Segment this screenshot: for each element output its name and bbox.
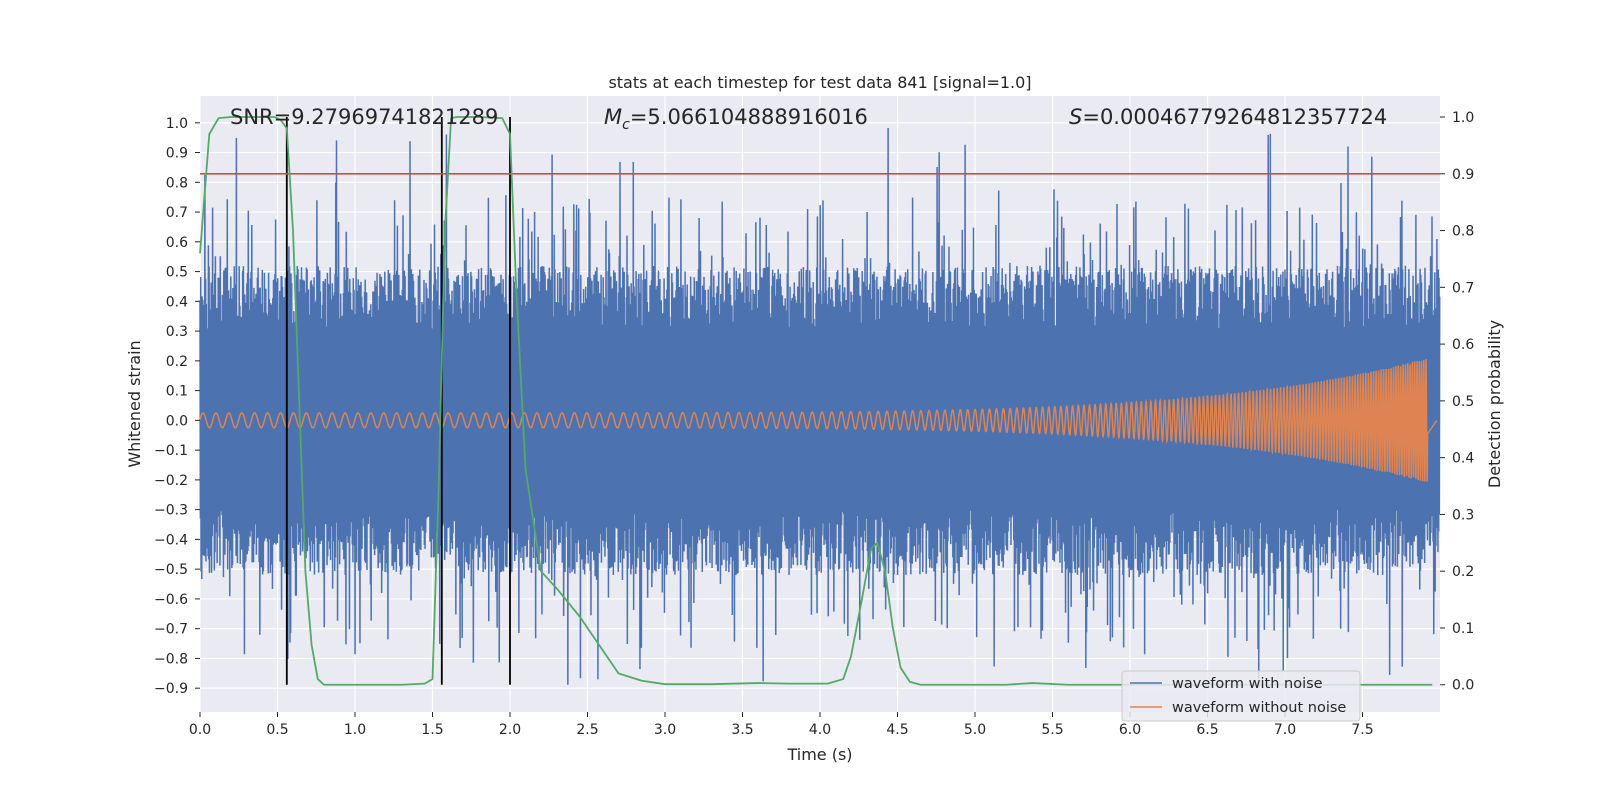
y-tick-label: −0.2 bbox=[154, 473, 188, 489]
probability-line bbox=[199, 116, 1433, 686]
legend-label-noise: waveform with noise bbox=[1172, 676, 1323, 692]
y-tick-label: −0.6 bbox=[154, 592, 188, 608]
chirp-series bbox=[199, 358, 1438, 482]
x-tick-label: 3.0 bbox=[654, 722, 676, 738]
chirp-line bbox=[199, 358, 1438, 482]
legend-box bbox=[1121, 670, 1361, 722]
y-tick-label: 0.6 bbox=[166, 235, 188, 251]
mc-annotation: Mc=5.066104888916016 bbox=[604, 105, 868, 133]
x-tick-label: 1.0 bbox=[344, 722, 366, 738]
y2-tick-label: 0.1 bbox=[1452, 621, 1474, 637]
noise-series bbox=[199, 128, 1441, 685]
chart-title: stats at each timestep for test data 841… bbox=[608, 73, 1031, 92]
y-tick-label: −0.7 bbox=[154, 622, 188, 638]
vertical-markers bbox=[285, 117, 511, 685]
y-tick-label: 0.1 bbox=[166, 384, 188, 400]
x-ticks: 0.0 0.5 1.0 1.5 2.0 2.5 3.0 3.5 4.0 4.5 5.0 5.5 6.0 6… bbox=[189, 712, 1374, 738]
x-tick-label: 7.0 bbox=[1274, 722, 1296, 738]
x-tick-label: 4.0 bbox=[809, 722, 831, 738]
y2-tick-label: 0.4 bbox=[1452, 451, 1474, 467]
legend: waveform with noise waveform without noi… bbox=[1121, 670, 1361, 722]
x-tick-label: 6.0 bbox=[1119, 722, 1141, 738]
x-tick-label: 5.5 bbox=[1041, 722, 1063, 738]
y2-tick-label: 1.0 bbox=[1452, 110, 1474, 126]
y-tick-label: 0.5 bbox=[166, 265, 188, 281]
x-tick-label: 2.5 bbox=[576, 722, 598, 738]
y-tick-label: 1.0 bbox=[166, 116, 188, 132]
x-tick-label: 2.0 bbox=[499, 722, 521, 738]
y2-tick-label: 0.9 bbox=[1452, 167, 1474, 183]
y-tick-label: 0.8 bbox=[166, 175, 188, 191]
y2-tick-label: 0.5 bbox=[1452, 394, 1474, 410]
y-ticks-left: 1.0 0.9 0.8 0.7 0.6 0.5 0.4 0.3 0.2 0.1 0.0 −0.1 −0.… bbox=[154, 116, 200, 697]
y2-tick-label: 0.7 bbox=[1452, 280, 1474, 296]
y2-tick-label: 0.2 bbox=[1452, 564, 1474, 580]
legend-label-chirp: waveform without noise bbox=[1172, 700, 1346, 716]
y-axis-label: Whitened strain bbox=[125, 340, 144, 467]
y2-tick-label: 0.3 bbox=[1452, 507, 1474, 523]
x-tick-label: 7.5 bbox=[1351, 722, 1373, 738]
y-tick-label: −0.3 bbox=[154, 503, 188, 519]
y-tick-label: 0.3 bbox=[166, 324, 188, 340]
x-tick-label: 0.5 bbox=[266, 722, 288, 738]
y-tick-label: −0.9 bbox=[154, 681, 188, 697]
x-tick-label: 6.5 bbox=[1196, 722, 1218, 738]
snr-annotation: SNR=9.27969741821289 bbox=[230, 105, 498, 129]
x-axis-label: Time (s) bbox=[786, 745, 852, 764]
y-tick-label: 0.2 bbox=[166, 354, 188, 370]
x-tick-label: 1.5 bbox=[421, 722, 443, 738]
y-tick-label: 0.4 bbox=[166, 294, 188, 310]
y2-tick-label: 0.6 bbox=[1452, 337, 1474, 353]
y-tick-label: 0.0 bbox=[166, 413, 188, 429]
y2-tick-label: 0.8 bbox=[1452, 224, 1474, 240]
noise-line bbox=[199, 128, 1441, 685]
y-tick-label: 0.7 bbox=[166, 205, 188, 221]
s-annotation: S=0.00046779264812357724 bbox=[1069, 105, 1387, 129]
probability-series bbox=[199, 116, 1433, 686]
y-tick-label: 0.9 bbox=[166, 146, 188, 162]
x-tick-label: 5.0 bbox=[964, 722, 986, 738]
x-tick-label: 3.5 bbox=[731, 722, 753, 738]
y-tick-label: −0.5 bbox=[154, 562, 188, 578]
y-ticks-right: 1.0 0.9 0.8 0.7 0.6 0.5 0.4 0.3 0.2 0.1 0.0 bbox=[1440, 110, 1474, 694]
y-tick-label: −0.1 bbox=[154, 443, 188, 459]
y-tick-label: −0.4 bbox=[154, 532, 188, 548]
x-tick-label: 0.0 bbox=[189, 722, 211, 738]
y-tick-label: −0.8 bbox=[154, 651, 188, 667]
x-tick-label: 4.5 bbox=[886, 722, 908, 738]
y2-tick-label: 0.0 bbox=[1452, 678, 1474, 694]
y2-axis-label: Detection probability bbox=[1485, 320, 1504, 488]
